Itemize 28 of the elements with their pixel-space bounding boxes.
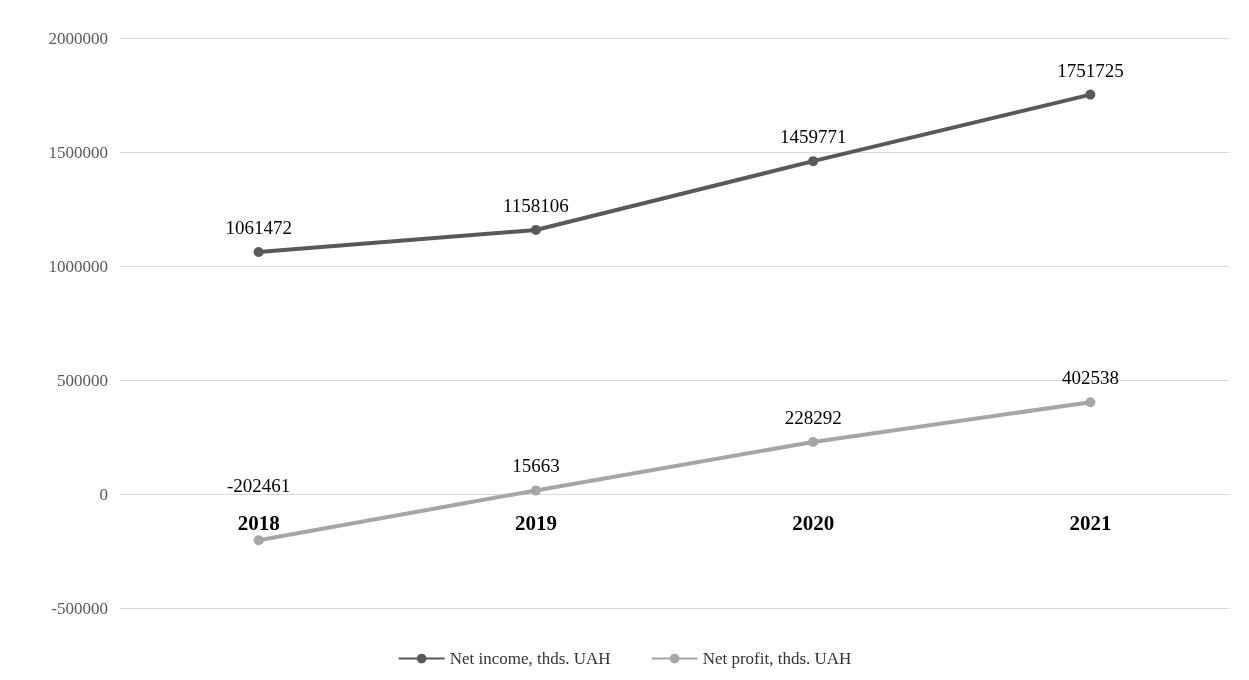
y-tick-label: 1500000	[48, 142, 108, 162]
x-tick-label: 2021	[1069, 510, 1112, 535]
x-tick-label: 2019	[514, 510, 557, 535]
point	[253, 535, 264, 546]
legend-label: Net profit, thds. UAH	[702, 649, 852, 668]
legend-label: Net income, thds. UAH	[449, 649, 611, 668]
x-tick-label: 2018	[237, 510, 280, 535]
y-tick-label: -500000	[51, 598, 108, 618]
data-label: -202461	[226, 475, 291, 497]
point	[808, 436, 819, 447]
point	[1085, 89, 1096, 100]
data-label: 1061472	[225, 216, 292, 238]
data-label: 15663	[512, 455, 560, 477]
data-label: 1751725	[1057, 59, 1124, 81]
y-tick-label: 1000000	[48, 256, 108, 276]
point	[530, 485, 541, 496]
data-label: 1459771	[779, 126, 847, 148]
point	[1085, 397, 1096, 408]
point	[253, 246, 264, 257]
y-tick-label: 0	[99, 484, 108, 504]
y-tick-label: 2000000	[48, 28, 108, 48]
data-label: 228292	[784, 406, 842, 428]
point	[808, 156, 819, 167]
point	[530, 224, 541, 235]
data-label: 1158106	[502, 194, 569, 216]
data-label: 402538	[1061, 367, 1119, 389]
y-tick-label: 500000	[57, 370, 108, 390]
x-tick-label: 2020	[792, 510, 835, 535]
